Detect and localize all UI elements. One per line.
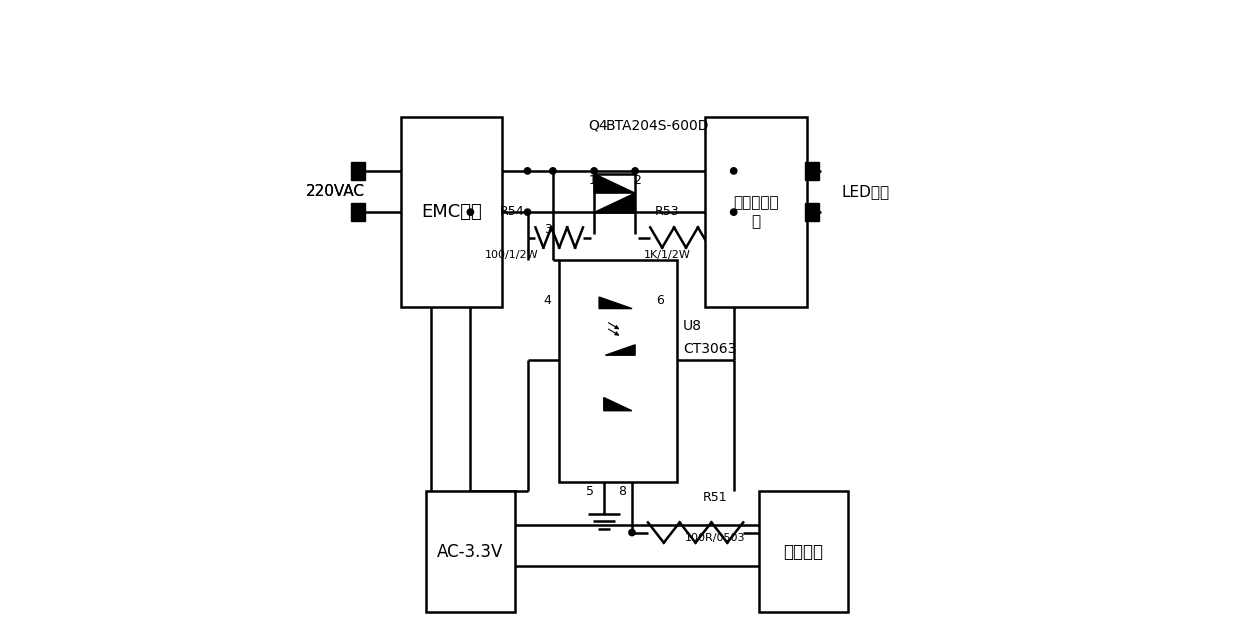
Circle shape	[629, 529, 636, 536]
Text: BTA204S-600D: BTA204S-600D	[606, 119, 709, 133]
Text: 3: 3	[544, 223, 551, 236]
Text: R53: R53	[654, 205, 679, 218]
Bar	[805, 162, 819, 180]
Text: LED负载: LED负载	[841, 184, 890, 198]
Text: CT3063: CT3063	[683, 342, 736, 356]
Text: R51: R51	[703, 491, 727, 504]
Text: AC-3.3V: AC-3.3V	[437, 543, 503, 561]
Circle shape	[524, 209, 530, 215]
Text: Q4: Q4	[587, 119, 607, 133]
Text: R54: R54	[499, 205, 524, 218]
Circle shape	[632, 168, 638, 174]
Polygon shape	[600, 297, 632, 308]
Text: 5: 5	[586, 485, 595, 498]
Text: 控制芯片: 控制芯片	[783, 543, 824, 561]
Bar	[805, 204, 819, 221]
Text: 6: 6	[657, 294, 664, 307]
Text: 220VAC: 220VAC	[306, 184, 364, 198]
Bar	[400, 117, 502, 307]
Circle shape	[591, 168, 597, 174]
Bar	[351, 204, 366, 221]
Polygon shape	[595, 193, 636, 212]
Text: EMC电路: EMC电路	[421, 203, 482, 221]
Text: 100/1/2W: 100/1/2W	[484, 250, 539, 260]
Polygon shape	[603, 397, 632, 411]
Bar	[351, 162, 366, 180]
Text: 交直流转换
器: 交直流转换 器	[733, 195, 779, 230]
Circle shape	[550, 168, 556, 174]
Text: 4: 4	[544, 294, 551, 307]
Text: 2: 2	[633, 174, 641, 187]
Polygon shape	[606, 345, 636, 355]
Polygon shape	[595, 174, 636, 193]
Bar	[559, 260, 676, 482]
Text: 8: 8	[618, 485, 626, 498]
Circle shape	[524, 168, 530, 174]
Bar	[705, 117, 807, 307]
Text: 220VAC: 220VAC	[306, 184, 364, 198]
Circle shape	[467, 209, 473, 215]
Bar	[760, 492, 847, 612]
Text: 1: 1	[589, 174, 597, 187]
Bar	[426, 492, 515, 612]
Circle shape	[731, 209, 737, 215]
Circle shape	[731, 168, 737, 174]
Text: 100R/0503: 100R/0503	[684, 532, 745, 543]
Text: U8: U8	[683, 319, 703, 333]
Text: 1K/1/2W: 1K/1/2W	[643, 250, 690, 260]
